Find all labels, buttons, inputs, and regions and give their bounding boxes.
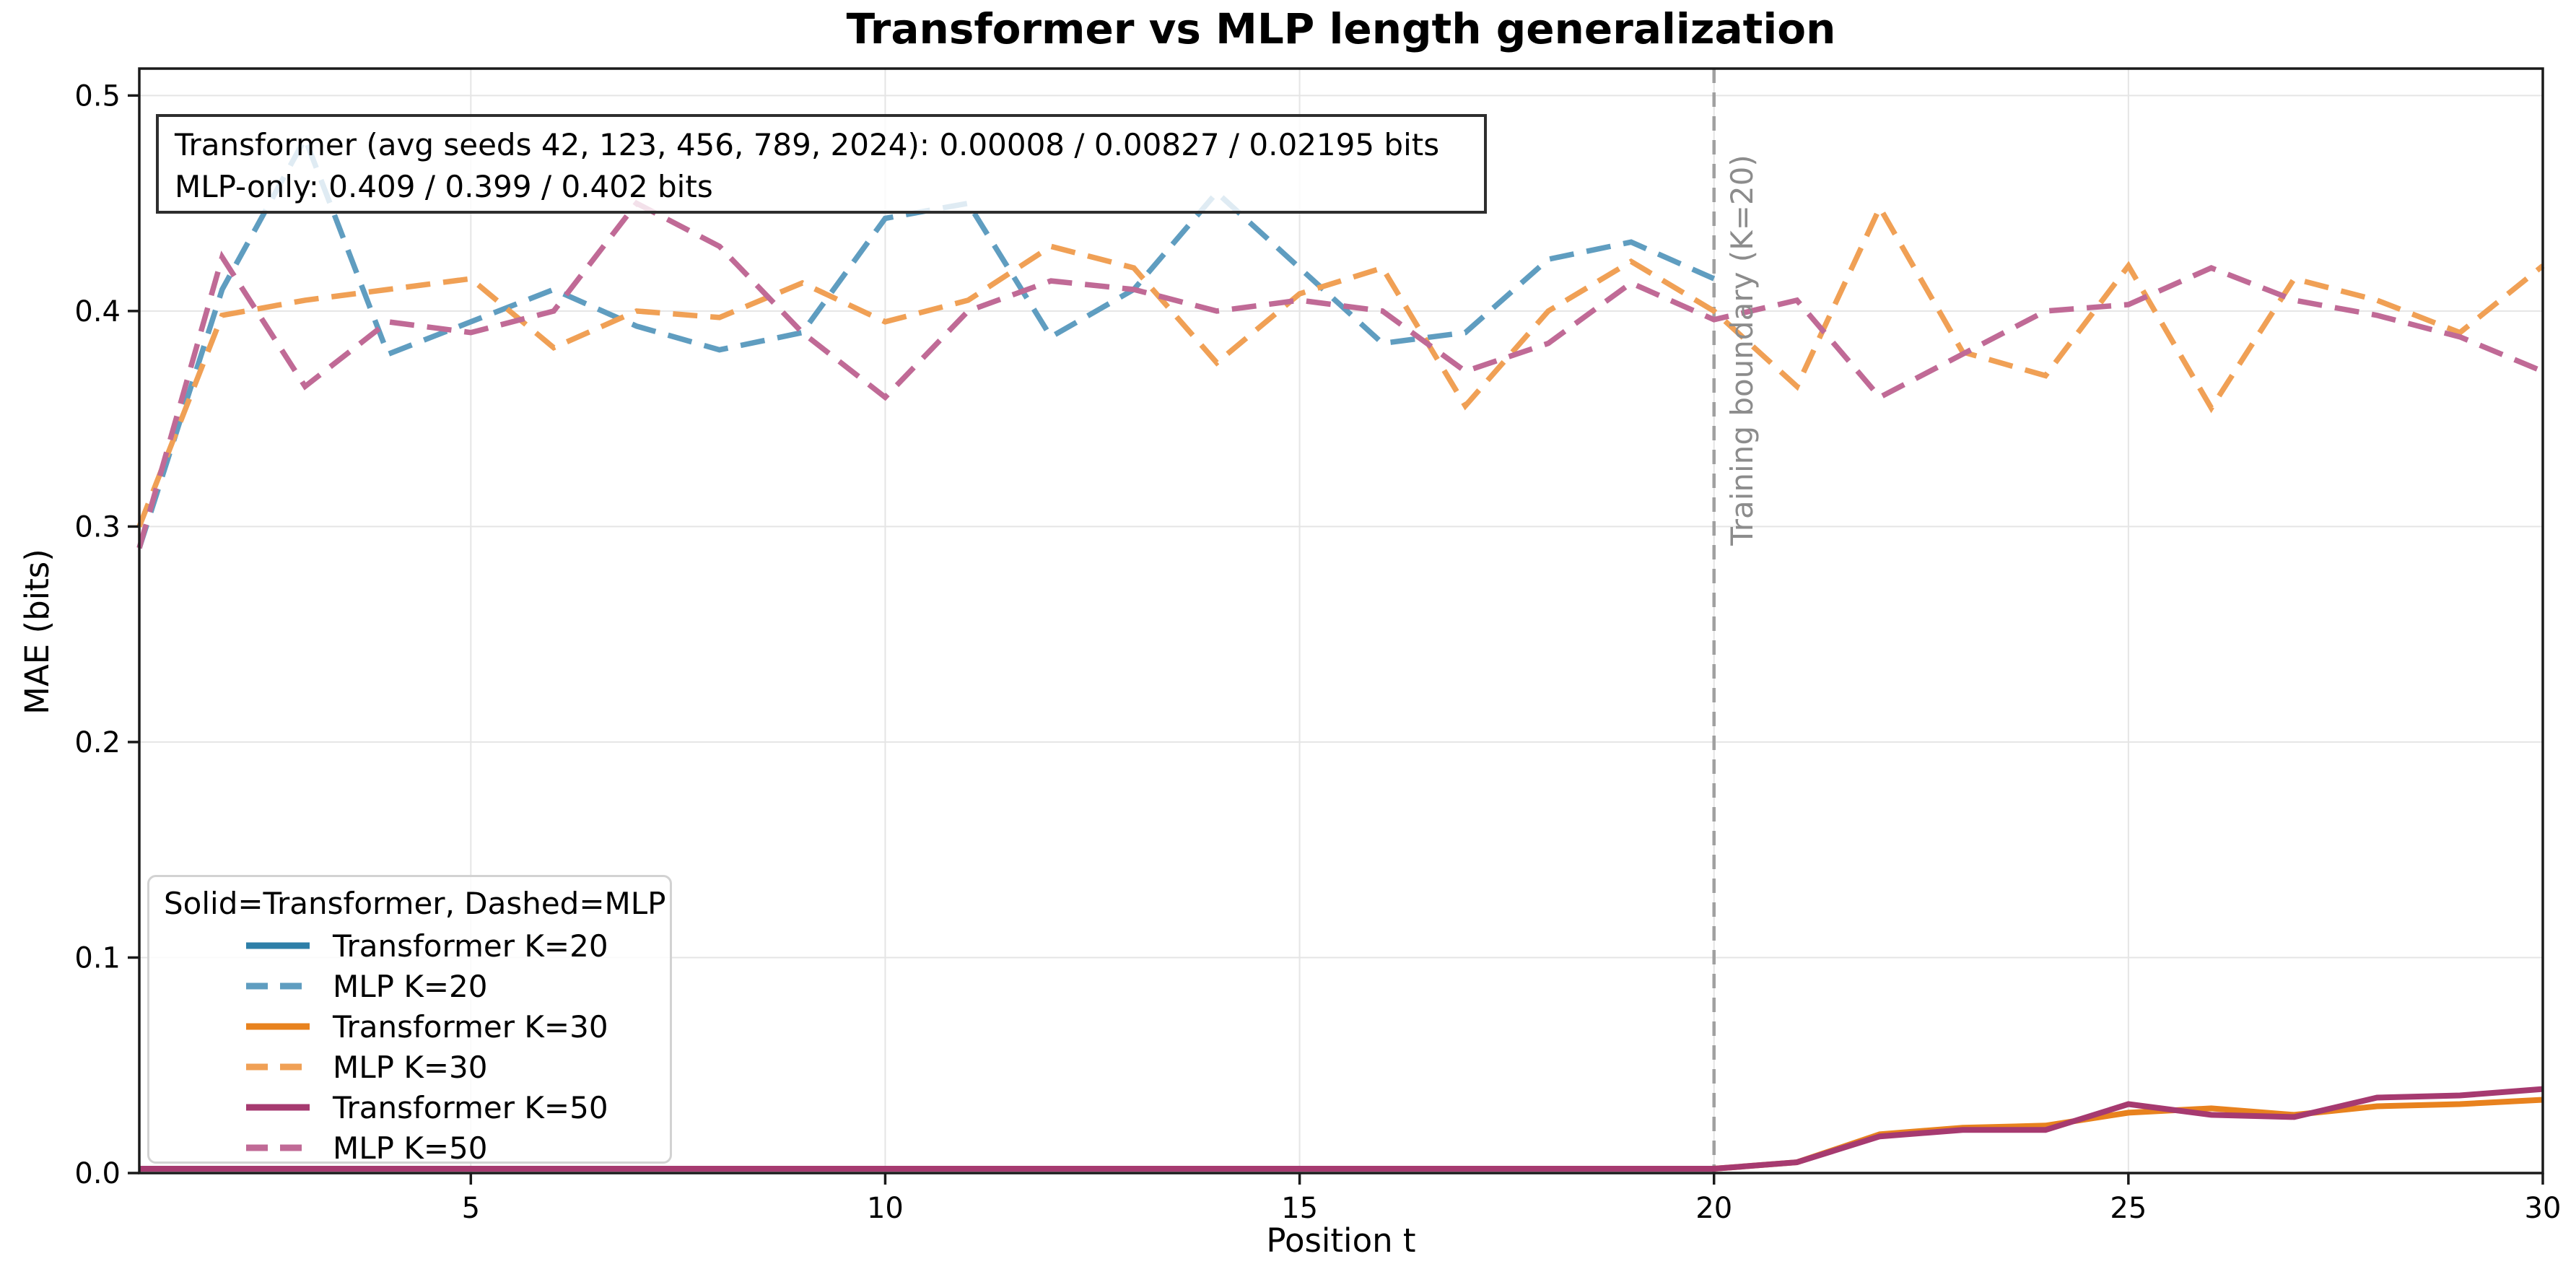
legend-item: Transformer K=30 [245, 1006, 655, 1047]
legend-swatch-solid [246, 1023, 310, 1030]
legend-item: MLP K=20 [245, 966, 655, 1006]
x-tick-label: 30 [2525, 1192, 2562, 1225]
annotation-line-transformer: Transformer (avg seeds 42, 123, 456, 789… [175, 127, 1440, 162]
legend-swatch-dashed [246, 1063, 310, 1071]
x-tick-label: 25 [2110, 1192, 2147, 1225]
legend-swatch-dashed [246, 1144, 310, 1151]
metrics-annotation-box: Transformer (avg seeds 42, 123, 456, 789… [156, 114, 1487, 214]
y-axis-label: MAE (bits) [18, 549, 56, 715]
legend-swatch-solid [246, 942, 310, 949]
y-tick-label: 0.3 [74, 510, 121, 544]
legend-item: Transformer K=50 [245, 1087, 655, 1128]
legend-item: MLP K=30 [245, 1047, 655, 1087]
legend-swatch-solid [246, 1104, 310, 1111]
x-tick-label: 20 [1695, 1192, 1732, 1225]
y-tick-label: 0.5 [74, 79, 121, 113]
series-line-mlp-k-50 [136, 199, 2544, 549]
y-tick-label: 0.1 [74, 941, 121, 975]
legend-title: Solid=Transformer, Dashed=MLP [164, 886, 666, 921]
x-axis-label: Position t [1266, 1221, 1416, 1260]
x-tick-label: 15 [1281, 1192, 1318, 1225]
chart-title: Transformer vs MLP length generalization [846, 4, 1836, 53]
legend-item-label: Transformer K=20 [333, 928, 608, 964]
y-tick-label: 0.2 [74, 726, 121, 759]
legend-swatch-dashed [246, 982, 310, 990]
legend-item: Transformer K=20 [245, 925, 655, 966]
axis-ticks: 5 10 15 20 25 30 0.0 0.1 0.2 0.3 0.4 0.5 [74, 79, 2561, 1225]
series-line-transformer-k-50 [139, 1086, 2544, 1172]
x-tick-label: 5 [462, 1192, 480, 1225]
series-line-mlp-k-30 [136, 201, 2545, 528]
legend-item: MLP K=50 [245, 1128, 655, 1168]
x-tick-label: 10 [867, 1192, 904, 1225]
y-tick-label: 0.0 [74, 1157, 121, 1190]
annotation-line-mlp: MLP-only: 0.409 / 0.399 / 0.402 bits [175, 168, 713, 204]
y-tick-label: 0.4 [74, 295, 121, 328]
legend-item-label: Transformer K=30 [333, 1008, 608, 1045]
legend: Solid=Transformer, Dashed=MLP Transforme… [147, 875, 672, 1166]
legend-item-label: MLP K=50 [333, 1130, 488, 1166]
legend-item-label: MLP K=20 [333, 968, 488, 1004]
legend-item-label: Transformer K=50 [333, 1089, 608, 1125]
training-boundary-label: Training boundary (K=20) [1724, 154, 1760, 546]
plot-spines [138, 67, 2544, 1174]
legend-rows: Transformer K=20 MLP K=20 Transformer K=30… [164, 925, 655, 1168]
legend-item-label: MLP K=30 [333, 1049, 488, 1085]
